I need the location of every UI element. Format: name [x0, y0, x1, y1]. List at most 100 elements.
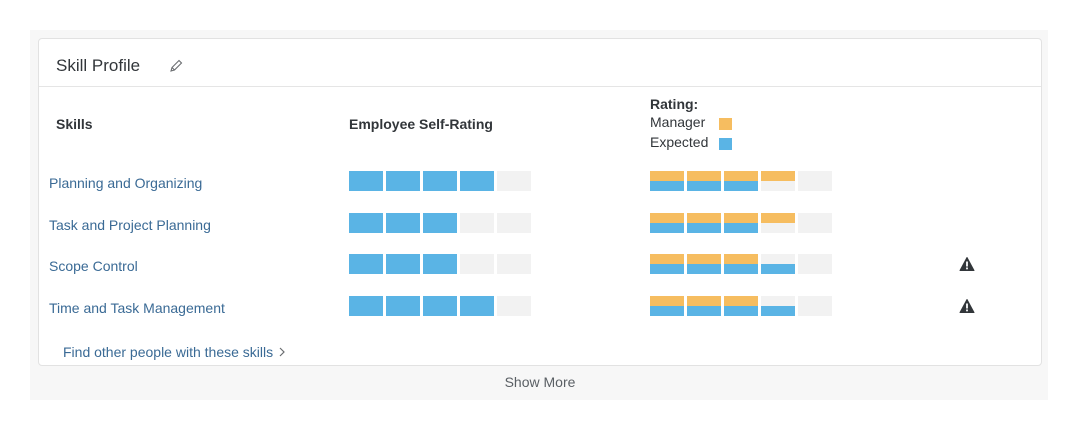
- expected-segment: [687, 306, 721, 316]
- expected-segment: [798, 223, 832, 233]
- manager-segment: [724, 296, 758, 306]
- skill-link[interactable]: Planning and Organizing: [49, 175, 203, 191]
- expected-segment: [687, 223, 721, 233]
- expected-segment: [761, 181, 795, 191]
- expected-segment: [798, 181, 832, 191]
- rating-segment: [460, 254, 494, 274]
- manager-segment: [687, 296, 721, 306]
- rating-segment: [349, 171, 383, 191]
- manager-segment: [650, 213, 684, 223]
- expected-segment: [687, 264, 721, 274]
- rating-segment: [650, 213, 684, 233]
- manager-segment: [761, 171, 795, 181]
- rating-segment: [761, 213, 795, 233]
- rating-segment: [798, 254, 832, 274]
- expected-segment: [724, 306, 758, 316]
- legend-manager-swatch: [719, 118, 732, 130]
- rating-segment: [724, 254, 758, 274]
- rating-segment: [423, 213, 457, 233]
- legend-expected-label: Expected: [650, 134, 709, 150]
- rating-segment: [460, 171, 494, 191]
- expected-segment: [687, 181, 721, 191]
- manager-expected-rating-bar: [650, 213, 832, 233]
- rating-segment: [650, 254, 684, 274]
- rating-segment: [650, 171, 684, 191]
- manager-segment: [687, 213, 721, 223]
- rating-segment: [349, 254, 383, 274]
- manager-segment: [761, 296, 795, 306]
- rating-segment: [460, 296, 494, 316]
- expected-segment: [761, 264, 795, 274]
- expected-segment: [650, 306, 684, 316]
- skills-column-header: Skills: [56, 116, 93, 132]
- manager-segment: [724, 213, 758, 223]
- manager-segment: [761, 213, 795, 223]
- rating-segment: [761, 171, 795, 191]
- warning-icon: [959, 257, 975, 271]
- rating-segment: [460, 213, 494, 233]
- rating-segment: [497, 171, 531, 191]
- manager-expected-rating-bar: [650, 254, 832, 274]
- manager-segment: [650, 171, 684, 181]
- legend-expected-swatch: [719, 138, 732, 150]
- rating-segment: [798, 171, 832, 191]
- skill-link[interactable]: Task and Project Planning: [49, 217, 211, 233]
- rating-segment: [423, 254, 457, 274]
- rating-segment: [687, 171, 721, 191]
- show-more-button[interactable]: Show More: [504, 374, 576, 390]
- rating-segment: [349, 213, 383, 233]
- rating-segment: [761, 254, 795, 274]
- expected-segment: [724, 264, 758, 274]
- rating-segment: [687, 296, 721, 316]
- rating-segment: [497, 213, 531, 233]
- rating-segment: [798, 296, 832, 316]
- expected-segment: [650, 223, 684, 233]
- rating-segment: [349, 296, 383, 316]
- expected-segment: [761, 306, 795, 316]
- manager-segment: [761, 254, 795, 264]
- rating-segment: [687, 213, 721, 233]
- expected-segment: [798, 306, 832, 316]
- self-rating-bar: [349, 296, 531, 316]
- expected-segment: [724, 181, 758, 191]
- chevron-right-icon[interactable]: [277, 345, 287, 359]
- self-rating-column-header: Employee Self-Rating: [349, 116, 493, 132]
- skill-link[interactable]: Scope Control: [49, 258, 138, 274]
- manager-segment: [724, 254, 758, 264]
- skill-link[interactable]: Time and Task Management: [49, 300, 225, 316]
- rating-segment: [497, 296, 531, 316]
- manager-segment: [798, 213, 832, 223]
- self-rating-bar: [349, 213, 531, 233]
- expected-segment: [761, 223, 795, 233]
- rating-segment: [724, 171, 758, 191]
- self-rating-bar: [349, 254, 531, 274]
- rating-segment: [386, 213, 420, 233]
- skill-profile-card: Skill Profile Skills Employee Self-Ratin…: [38, 38, 1042, 366]
- rating-segment: [386, 171, 420, 191]
- rating-segment: [724, 296, 758, 316]
- find-people-link[interactable]: Find other people with these skills: [63, 344, 274, 360]
- pencil-icon[interactable]: [168, 58, 184, 74]
- self-rating-bar: [349, 171, 531, 191]
- rating-segment: [687, 254, 721, 274]
- rating-segment: [423, 296, 457, 316]
- card-header: Skill Profile: [39, 39, 1041, 87]
- expected-segment: [724, 223, 758, 233]
- rating-segment: [386, 296, 420, 316]
- manager-segment: [798, 296, 832, 306]
- manager-segment: [724, 171, 758, 181]
- rating-segment: [761, 296, 795, 316]
- expected-segment: [650, 181, 684, 191]
- rating-segment: [497, 254, 531, 274]
- expected-segment: [798, 264, 832, 274]
- rating-segment: [386, 254, 420, 274]
- manager-expected-rating-bar: [650, 296, 832, 316]
- manager-segment: [687, 254, 721, 264]
- legend-manager-label: Manager: [650, 114, 706, 130]
- manager-segment: [687, 171, 721, 181]
- rating-segment: [650, 296, 684, 316]
- manager-segment: [798, 254, 832, 264]
- rating-segment: [798, 213, 832, 233]
- manager-segment: [650, 296, 684, 306]
- manager-segment: [650, 254, 684, 264]
